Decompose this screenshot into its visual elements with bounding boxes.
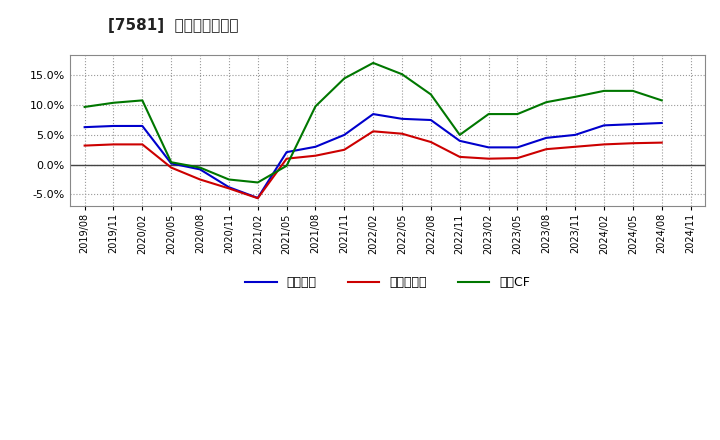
経常利益 [340, 132, 348, 138]
営業CF [311, 104, 320, 109]
営業CF [369, 60, 377, 66]
当期純利益 [629, 140, 637, 146]
当期純利益 [138, 142, 147, 147]
経常利益 [571, 132, 580, 138]
営業CF [167, 160, 176, 165]
営業CF [629, 88, 637, 94]
経常利益 [282, 150, 291, 155]
当期純利益 [397, 131, 406, 136]
経常利益 [542, 135, 551, 140]
当期純利益 [456, 154, 464, 160]
経常利益 [397, 116, 406, 121]
営業CF [81, 104, 89, 110]
経常利益 [311, 144, 320, 150]
営業CF [225, 177, 233, 182]
当期純利益 [253, 196, 262, 201]
当期純利益 [542, 147, 551, 152]
営業CF [513, 111, 522, 117]
当期純利益 [282, 156, 291, 161]
当期純利益 [81, 143, 89, 148]
当期純利益 [426, 139, 435, 145]
経常利益 [196, 167, 204, 172]
経常利益 [369, 111, 377, 117]
経常利益 [456, 138, 464, 143]
経常利益 [81, 125, 89, 130]
営業CF [138, 98, 147, 103]
当期純利益 [311, 153, 320, 158]
経常利益 [600, 123, 608, 128]
Text: [7581]  マージンの推移: [7581] マージンの推移 [108, 18, 238, 33]
営業CF [485, 111, 493, 117]
営業CF [542, 99, 551, 105]
営業CF [253, 180, 262, 185]
営業CF [600, 88, 608, 94]
Line: 経常利益: 経常利益 [85, 114, 662, 198]
営業CF [426, 92, 435, 97]
経常利益 [225, 185, 233, 190]
経常利益 [485, 145, 493, 150]
Line: 営業CF: 営業CF [85, 63, 662, 183]
当期純利益 [485, 156, 493, 161]
当期純利益 [600, 142, 608, 147]
営業CF [109, 100, 118, 106]
経常利益 [253, 195, 262, 201]
営業CF [657, 98, 666, 103]
営業CF [397, 72, 406, 77]
Line: 当期純利益: 当期純利益 [85, 131, 662, 198]
当期純利益 [513, 155, 522, 161]
経常利益 [657, 121, 666, 126]
当期純利益 [167, 165, 176, 170]
経常利益 [629, 121, 637, 127]
営業CF [571, 94, 580, 99]
当期純利益 [369, 128, 377, 134]
当期純利益 [340, 147, 348, 152]
営業CF [340, 76, 348, 81]
営業CF [282, 163, 291, 169]
経常利益 [513, 145, 522, 150]
経常利益 [109, 123, 118, 128]
当期純利益 [571, 144, 580, 150]
営業CF [456, 132, 464, 138]
経常利益 [426, 117, 435, 123]
営業CF [196, 165, 204, 170]
当期純利益 [657, 140, 666, 145]
Legend: 経常利益, 当期純利益, 営業CF: 経常利益, 当期純利益, 営業CF [246, 276, 530, 289]
経常利益 [167, 161, 176, 166]
当期純利益 [109, 142, 118, 147]
経常利益 [138, 123, 147, 128]
当期純利益 [196, 177, 204, 182]
当期純利益 [225, 186, 233, 191]
